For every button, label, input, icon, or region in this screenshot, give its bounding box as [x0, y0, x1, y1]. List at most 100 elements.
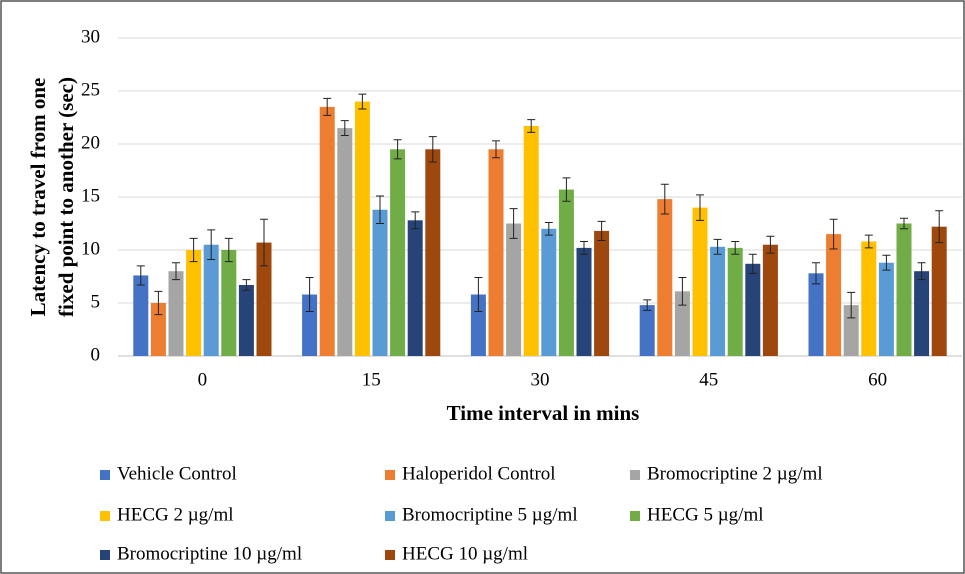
bar: [692, 207, 708, 356]
error-bar: [474, 277, 483, 312]
bar: [186, 250, 202, 356]
bar: [425, 149, 441, 356]
error-bar: [864, 234, 873, 249]
error-bar: [829, 218, 838, 250]
y-tick-label: 0: [91, 344, 101, 365]
error-bar: [731, 241, 740, 255]
x-tick-label: 0: [198, 369, 208, 390]
bar: [639, 305, 655, 356]
bar: [354, 101, 370, 356]
legend-label: Bromocriptine 5 µg/ml: [402, 504, 578, 525]
legend-label: Vehicle Control: [117, 463, 237, 484]
bar: [168, 271, 184, 356]
y-tick-label: 30: [81, 26, 100, 47]
x-axis-title: Time interval in mins: [447, 401, 640, 425]
bar: [133, 275, 149, 356]
bar: [337, 128, 353, 356]
legend-swatch: [385, 550, 395, 560]
bar: [558, 189, 574, 356]
error-bar: [428, 136, 437, 163]
bar: [238, 284, 254, 356]
x-tick-label: 15: [362, 369, 381, 390]
legend-label: HECG 5 µg/ml: [647, 504, 764, 525]
error-bar: [580, 241, 588, 255]
error-bar: [748, 253, 757, 274]
error-bar: [935, 210, 944, 244]
error-bar: [305, 277, 314, 312]
bar: [594, 230, 610, 356]
y-tick-label: 25: [81, 79, 100, 100]
bar: [896, 223, 912, 356]
bar: [745, 263, 761, 356]
legend-swatch: [385, 470, 395, 480]
error-bar: [393, 139, 402, 160]
bar: [541, 228, 557, 356]
error-bar: [562, 177, 571, 202]
error-bar: [136, 265, 145, 286]
error-bar: [323, 97, 332, 116]
error-bar: [358, 93, 367, 110]
bar: [727, 247, 743, 356]
error-bar: [411, 211, 420, 230]
bar: [826, 234, 842, 356]
legend-swatch: [630, 511, 640, 521]
bar: [302, 294, 318, 356]
error-bar: [544, 221, 553, 236]
bar: [319, 106, 335, 357]
legend-label: Bromocriptine 10 µg/ml: [117, 543, 302, 564]
x-tick-label: 45: [699, 369, 718, 390]
bar: [390, 149, 406, 356]
legend-label: Bromocriptine 2 µg/ml: [647, 463, 823, 484]
bar: [470, 294, 486, 356]
bar: [576, 247, 592, 356]
bar: [256, 242, 272, 356]
y-axis-title: fixed point to another (sec): [54, 77, 78, 317]
error-bar: [660, 183, 669, 215]
error-bar: [917, 262, 926, 281]
error-bar: [154, 290, 163, 316]
bar: [523, 125, 539, 356]
error-bar: [812, 262, 820, 285]
legend-swatch: [100, 470, 110, 480]
x-tick-label: 60: [868, 369, 887, 390]
error-bar: [766, 235, 775, 254]
error-bar: [509, 208, 518, 239]
error-bar: [643, 299, 652, 311]
error-bar: [260, 218, 268, 267]
bar: [506, 223, 522, 356]
y-tick-label: 20: [81, 132, 100, 153]
y-tick-label: 10: [81, 238, 100, 259]
bar: [221, 250, 237, 356]
bar: [878, 262, 894, 356]
error-bar: [172, 262, 180, 281]
legend-swatch: [385, 511, 395, 521]
error-bar: [207, 229, 216, 261]
error-bar: [900, 217, 908, 230]
error-bar: [696, 194, 704, 221]
error-bar: [678, 277, 687, 306]
bar: [407, 220, 423, 356]
error-bar: [597, 220, 606, 241]
error-bar: [713, 238, 722, 255]
error-bar: [376, 195, 384, 224]
bar: [931, 226, 947, 356]
legend-label: HECG 2 µg/ml: [117, 504, 234, 525]
bar: [710, 246, 726, 356]
legend-swatch: [100, 511, 110, 521]
error-bar: [492, 140, 500, 159]
bar: [203, 244, 219, 356]
bar: [808, 273, 824, 356]
bar: [914, 271, 930, 356]
bar: [657, 199, 673, 356]
bar: [762, 244, 778, 356]
bar: [150, 303, 166, 356]
error-bar: [242, 279, 251, 291]
error-bar: [224, 237, 233, 263]
bar: [861, 241, 877, 356]
bar: [372, 209, 388, 356]
y-axis-title: Latency to travel from one: [26, 78, 50, 317]
error-bar: [189, 237, 198, 263]
error-bar: [527, 119, 536, 133]
